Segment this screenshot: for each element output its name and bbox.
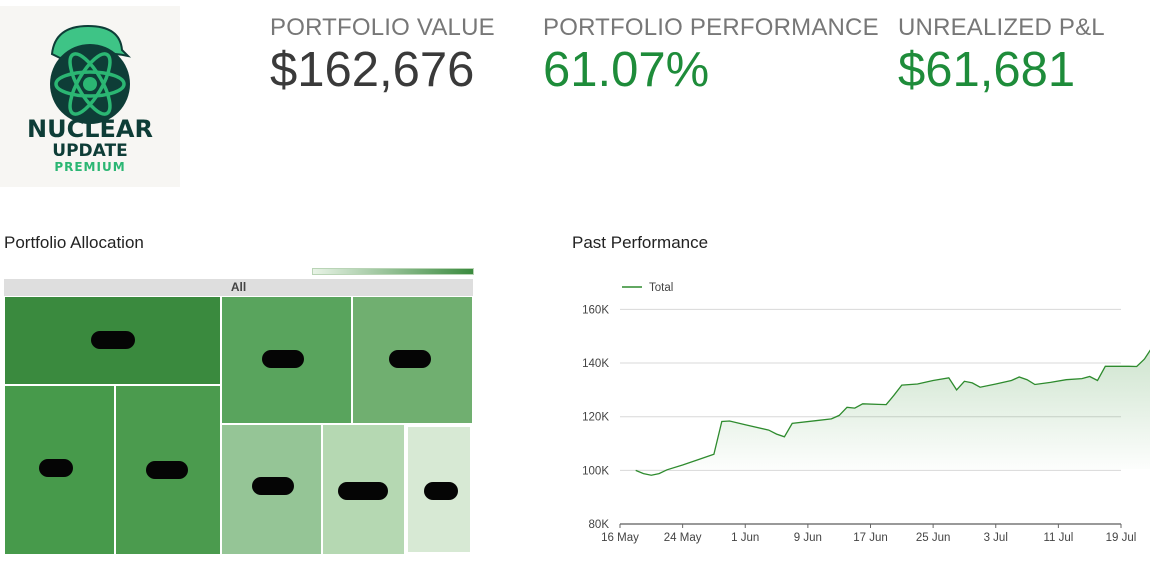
color-scale-legend [312, 268, 474, 275]
logo-line-3: PREMIUM [54, 160, 126, 174]
atom-cap-logo-icon [50, 24, 132, 124]
redacted-label [424, 482, 458, 500]
x-tick-label: 19 Jul [1106, 532, 1137, 544]
y-tick-label: 100K [582, 465, 609, 477]
logo-line-1: NUCLEAR [27, 115, 153, 143]
allocation-title: Portfolio Allocation [4, 233, 144, 252]
treemap-cell[interactable] [352, 296, 473, 424]
series-area-total [635, 350, 1150, 476]
logo: NUCLEAR UPDATE PREMIUM [0, 6, 180, 187]
allocation-treemap[interactable]: All [4, 279, 474, 555]
treemap-cell[interactable] [4, 385, 115, 555]
series-line-total[interactable] [635, 323, 1150, 476]
kpi-label: PORTFOLIO VALUE [270, 14, 495, 41]
x-tick-label: 25 Jun [916, 532, 951, 544]
treemap-cell[interactable] [115, 385, 221, 555]
legend-label[interactable]: Total [649, 282, 673, 294]
y-tick-label: 160K [582, 304, 609, 316]
redacted-label [39, 459, 73, 477]
x-tick-label: 9 Jun [794, 532, 822, 544]
kpi-label: UNREALIZED P&L [898, 14, 1105, 41]
treemap-cell[interactable] [221, 424, 322, 555]
x-tick-label: 11 Jul [1043, 532, 1073, 544]
kpi-value: $61,681 [898, 43, 1076, 97]
past-performance-chart[interactable]: Total 80K 100K 120K 140K 160K 16 May 24 May 1 J… [560, 270, 1150, 560]
redacted-label [91, 331, 135, 349]
kpi-portfolio-value: PORTFOLIO VALUE $162,676 [270, 14, 495, 98]
y-tick-label: 120K [582, 412, 609, 424]
x-tick-label: 16 May [601, 532, 639, 544]
redacted-label [252, 477, 294, 495]
treemap-cell[interactable] [322, 424, 405, 555]
redacted-label [389, 350, 431, 368]
performance-title: Past Performance [572, 233, 709, 252]
treemap-root-header[interactable]: All [4, 279, 473, 296]
x-tick-label: 17 Jun [853, 532, 888, 544]
treemap-cell[interactable] [4, 296, 221, 385]
logo-line-2: UPDATE [52, 141, 128, 161]
treemap-cell[interactable] [221, 296, 352, 424]
redacted-label [146, 461, 188, 479]
x-tick-label: 1 Jun [731, 532, 759, 544]
redacted-label [262, 350, 304, 368]
y-tick-label: 140K [582, 358, 609, 370]
kpi-portfolio-performance: PORTFOLIO PERFORMANCE 61.07% [543, 14, 879, 98]
redacted-label [338, 482, 388, 500]
x-tick-label: 3 Jul [984, 532, 1008, 544]
kpi-label: PORTFOLIO PERFORMANCE [543, 14, 879, 41]
treemap-cell[interactable] [405, 424, 473, 555]
x-tick-label: 24 May [664, 532, 702, 544]
kpi-unrealized-pnl: UNREALIZED P&L $61,681 [898, 14, 1105, 98]
y-tick-label: 80K [589, 519, 610, 531]
kpi-value: $162,676 [270, 43, 475, 97]
kpi-value: 61.07% [543, 43, 710, 97]
